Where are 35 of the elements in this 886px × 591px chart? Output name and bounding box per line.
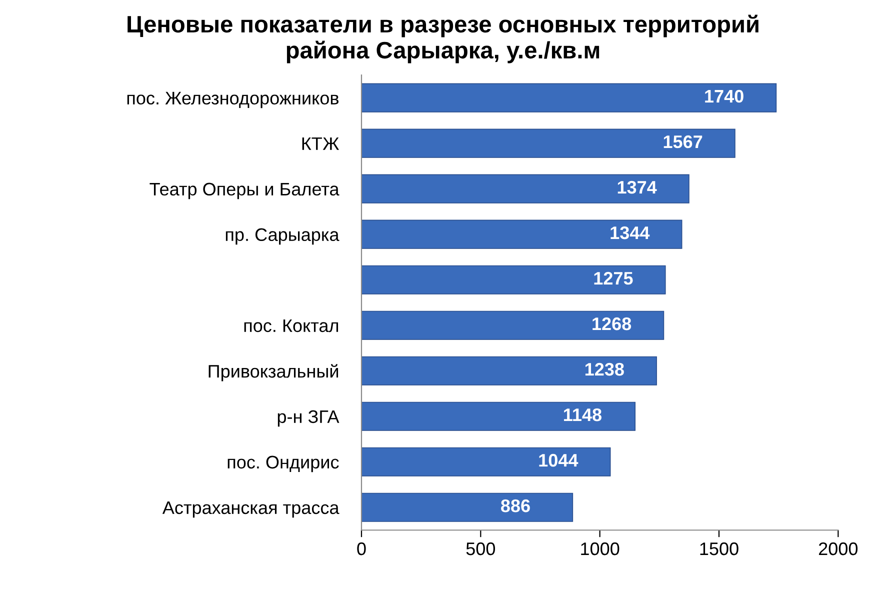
data-label: 1148 xyxy=(564,408,602,422)
data-label: 1275 xyxy=(594,272,633,285)
data-label: 1268 xyxy=(592,317,632,330)
y-tick-label: КТЖ xyxy=(302,137,340,150)
data-label: 886 xyxy=(501,499,530,512)
y-tick-label: пос. Ондирис xyxy=(228,456,339,472)
data-label: 1344 xyxy=(610,226,650,240)
data-label: 1238 xyxy=(585,362,624,376)
y-tick-label: р-н ЗГА xyxy=(278,410,340,427)
y-tick-label: пос. Железнодорожников xyxy=(127,92,338,108)
data-label: 1740 xyxy=(705,90,744,103)
x-tick-label: 0 xyxy=(357,542,366,556)
data-label: 1374 xyxy=(618,180,657,194)
bar xyxy=(361,220,682,249)
bar xyxy=(361,128,736,158)
y-tick-label: Астраханская трасса xyxy=(162,501,340,518)
bar xyxy=(361,174,690,204)
x-tick-label: 2000 xyxy=(818,542,858,556)
bar xyxy=(361,310,664,340)
x-tick-label: 1000 xyxy=(581,542,620,556)
bar xyxy=(361,447,611,476)
data-label: 1044 xyxy=(539,454,578,467)
x-tick-label: 500 xyxy=(466,542,496,556)
bar xyxy=(361,356,657,386)
x-tick-label: 1500 xyxy=(700,542,738,556)
y-tick-label: пр. Сарыарка xyxy=(226,228,340,245)
bar xyxy=(361,402,636,431)
bar xyxy=(361,265,666,294)
y-tick-label: пос. Коктал xyxy=(244,319,338,332)
y-tick-label: Привокзальный xyxy=(208,364,338,382)
chart-title: Ценовые показатели в разрезе основных территорий района Сарыарка, у.е./кв.м xyxy=(128,14,758,64)
bar xyxy=(361,492,574,522)
y-tick-label: Театр Оперы и Балета xyxy=(150,182,340,200)
data-label: 1567 xyxy=(664,135,702,148)
bar xyxy=(361,83,777,112)
